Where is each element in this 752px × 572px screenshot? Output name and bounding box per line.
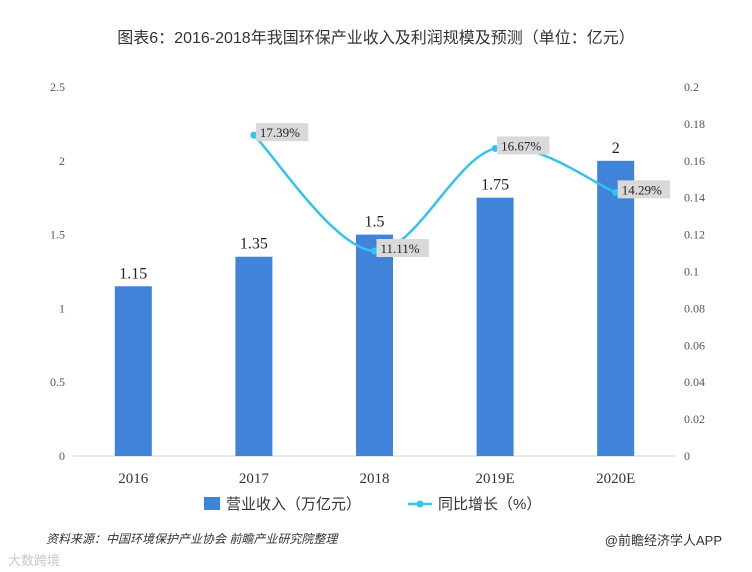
y-left-tick-label: 0.5 <box>50 375 65 389</box>
y-right-tick-label: 0.12 <box>684 228 705 242</box>
y-left-tick-label: 2.5 <box>50 80 65 94</box>
y-right-tick-label: 0.08 <box>684 301 705 315</box>
y-right-tick-label: 0.14 <box>684 191 705 205</box>
legend-bar-swatch <box>204 497 220 510</box>
x-tick-label: 2017 <box>239 471 270 487</box>
bar-value-label: 1.35 <box>240 236 268 253</box>
y-right-tick-label: 0.06 <box>684 338 705 352</box>
growth-line <box>253 134 617 253</box>
growth-label: 11.11% <box>381 241 420 256</box>
growth-label-box <box>617 180 671 199</box>
corner-watermark: 大数跨境 <box>8 553 61 568</box>
y-right-tick-label: 0.16 <box>684 154 705 168</box>
y-left-tick-label: 2 <box>59 154 65 168</box>
bar-value-label: 2 <box>612 140 620 157</box>
bar-value-label: 1.75 <box>481 177 509 194</box>
y-right-tick-label: 0.1 <box>684 265 699 279</box>
x-tick-label: 2020E <box>596 471 635 487</box>
growth-label: 17.39% <box>260 125 300 140</box>
y-left-tick-label: 1 <box>59 301 65 315</box>
growth-label-box <box>376 239 429 258</box>
y-right-tick-label: 0.18 <box>684 117 705 131</box>
source-note: 资料来源：中国环境保护产业协会 前瞻产业研究院整理 <box>46 532 338 546</box>
x-tick-label: 2018 <box>360 471 390 487</box>
bar-value-label: 1.15 <box>119 265 147 282</box>
bar <box>356 234 393 456</box>
brand-label: @前瞻经济学人APP <box>604 533 722 548</box>
y-left-tick-label: 0 <box>59 449 65 463</box>
growth-point <box>371 247 378 255</box>
legend-line-marker <box>416 500 424 508</box>
bar <box>476 197 514 456</box>
bar-value-label: 1.5 <box>365 214 385 231</box>
y-right-tick-label: 0.2 <box>684 80 699 94</box>
bar <box>235 256 273 456</box>
bar <box>114 286 152 456</box>
y-right-tick-label: 0 <box>684 449 690 463</box>
growth-point <box>612 188 620 196</box>
growth-label-box <box>497 136 550 155</box>
x-tick-label: 2019E <box>476 471 515 487</box>
growth-label-box <box>255 123 309 142</box>
y-left-tick-label: 1.5 <box>50 228 65 242</box>
y-right-tick-label: 0.02 <box>684 412 705 426</box>
y-right-tick-label: 0.04 <box>684 375 705 389</box>
growth-label: 16.67% <box>501 138 541 153</box>
legend-bar-label: 营业收入（万亿元） <box>226 496 361 513</box>
growth-point <box>250 131 258 139</box>
chart-title: 图表6：2016-2018年我国环保产业收入及利润规模及预测（单位：亿元） <box>117 30 635 47</box>
legend-line-label: 同比增长（%） <box>438 496 541 513</box>
growth-label: 14.29% <box>622 182 662 197</box>
x-tick-label: 2016 <box>118 471 149 487</box>
bar <box>597 160 635 457</box>
growth-point <box>491 144 499 152</box>
